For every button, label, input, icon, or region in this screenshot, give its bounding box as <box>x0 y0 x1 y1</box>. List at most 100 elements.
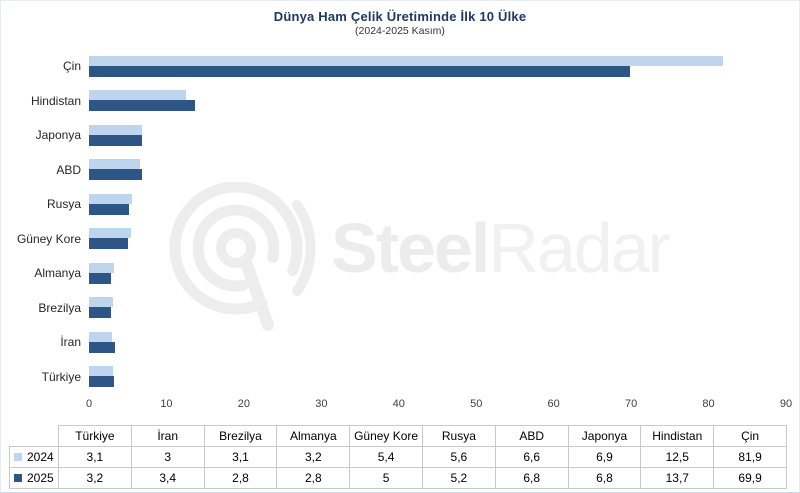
bar-2025 <box>89 100 196 112</box>
category-label: Brezilya <box>38 300 81 315</box>
chart-header: Dünya Ham Çelik Üretiminde İlk 10 Ülke (… <box>1 9 799 37</box>
bar-2025 <box>89 65 631 77</box>
category-label: Güney Kore <box>16 231 81 246</box>
legend-swatch-2025 <box>14 474 22 482</box>
category-label: İran <box>60 335 81 350</box>
bar-2024 <box>89 228 131 239</box>
x-tick-label: 50 <box>470 398 483 410</box>
bar-2024 <box>89 55 724 66</box>
chart-row: Çin <box>1 49 786 84</box>
bar-group <box>89 331 786 353</box>
bar-group <box>89 228 786 250</box>
table-value-cell: 13,7 <box>640 467 715 489</box>
bar-chart-plot-area: Çin Hindistan Japonya ABD Rusya Güney Kore Alm… <box>1 49 786 394</box>
table-value-cell: 6,8 <box>567 467 642 489</box>
category-label: ABD <box>56 162 81 177</box>
table-header-cell: Hindistan <box>640 425 715 447</box>
table-value-cell: 5 <box>349 467 423 489</box>
chart-row: Hindistan <box>1 84 786 119</box>
table-value-cell: 3,2 <box>276 446 351 468</box>
category-label: Türkiye <box>41 369 81 384</box>
watermark-steel-text: Steel <box>331 209 490 287</box>
table-header-cell: Güney Kore <box>349 425 423 447</box>
table-value-cell: 6,9 <box>567 446 642 468</box>
bar-2025 <box>89 238 128 250</box>
table-value-cell: 5,2 <box>421 467 496 489</box>
bar-group <box>89 90 786 112</box>
bar-2024 <box>89 366 113 377</box>
data-table: Türkiye İran Brezilya Almanya Güney Kore Rusy… <box>9 425 787 489</box>
bar-2025 <box>89 134 142 146</box>
watermark-radar-text: Radar <box>488 209 671 287</box>
table-header-cell: Brezilya <box>203 425 278 447</box>
series-label: 2024 <box>27 450 54 464</box>
bar-2025 <box>89 203 130 215</box>
table-value-cell: 12,5 <box>640 446 715 468</box>
table-header-cell: Çin <box>713 425 787 447</box>
bar-2024 <box>89 124 143 135</box>
watermark-text: SteelRadar <box>331 213 671 283</box>
x-tick-label: 10 <box>160 398 173 410</box>
table-value-cell: 3,2 <box>58 467 132 489</box>
category-label: Almanya <box>34 266 81 281</box>
table-value-cell: 3 <box>130 446 205 468</box>
table-value-cell: 6,8 <box>494 467 569 489</box>
table-data-row-2024: 2024 3,1 3 3,1 3,2 5,4 5,6 6,6 6,9 12,5 81,9 <box>9 446 787 468</box>
x-tick-label: 60 <box>547 398 560 410</box>
chart-row: Almanya <box>1 256 786 291</box>
bar-2025 <box>89 376 114 388</box>
category-label: Japonya <box>35 128 81 143</box>
table-value-cell: 3,4 <box>130 467 205 489</box>
bar-2024 <box>89 331 113 342</box>
series-label-cell: 2024 <box>9 446 59 468</box>
table-header-cell: ABD <box>494 425 569 447</box>
category-label: Rusya <box>46 197 81 212</box>
series-label-cell: 2025 <box>9 467 59 489</box>
series-label: 2025 <box>27 471 54 485</box>
table-header-cell: İran <box>130 425 205 447</box>
bar-group <box>89 159 786 181</box>
chart-row: Rusya <box>1 187 786 222</box>
bar-group <box>89 262 786 284</box>
bar-2024 <box>89 262 114 273</box>
table-value-cell: 3,1 <box>58 446 132 468</box>
x-axis: 0 10 20 30 40 50 60 70 80 90 <box>85 398 792 412</box>
chart-title: Dünya Ham Çelik Üretiminde İlk 10 Ülke <box>273 9 527 24</box>
x-tick-label: 90 <box>779 398 793 410</box>
table-value-cell: 5,4 <box>349 446 423 468</box>
table-value-cell: 3,1 <box>203 446 278 468</box>
category-label: Hindistan <box>30 93 81 108</box>
bar-2024 <box>89 193 133 204</box>
chart-row: İran <box>1 325 786 360</box>
table-header-cell: Türkiye <box>58 425 132 447</box>
bar-2025 <box>89 272 111 284</box>
bar-2024 <box>89 297 113 308</box>
x-tick-label: 0 <box>85 398 93 410</box>
table-header-row: Türkiye İran Brezilya Almanya Güney Kore Rusy… <box>10 425 787 447</box>
table-value-cell: 2,8 <box>276 467 351 489</box>
bar-group <box>89 55 786 77</box>
bar-2025 <box>89 307 111 319</box>
table-corner-cell <box>10 426 59 447</box>
bar-2025 <box>89 341 116 353</box>
bar-2025 <box>89 169 142 181</box>
bar-2024 <box>89 159 141 170</box>
x-tick-label: 70 <box>624 398 638 410</box>
bar-group <box>89 193 786 215</box>
x-tick-label: 80 <box>702 398 715 410</box>
steelradar-radar-logo-icon <box>169 182 316 331</box>
chart-row: ABD <box>1 153 786 188</box>
category-label: Çin <box>62 59 81 74</box>
chart-subtitle: (2024-2025 Kasım) <box>355 25 445 37</box>
bar-group <box>89 124 786 146</box>
chart-row: Güney Kore <box>1 222 786 257</box>
x-tick-label: 20 <box>237 398 250 410</box>
chart-row: Japonya <box>1 118 786 153</box>
table-header-cell: Almanya <box>276 425 351 447</box>
x-tick-label: 30 <box>315 398 328 410</box>
table-body: Türkiye İran Brezilya Almanya Güney Kore Rusy… <box>9 425 787 489</box>
bar-2024 <box>89 90 186 101</box>
table-value-cell: 81,9 <box>713 446 787 468</box>
bar-group <box>89 297 786 319</box>
